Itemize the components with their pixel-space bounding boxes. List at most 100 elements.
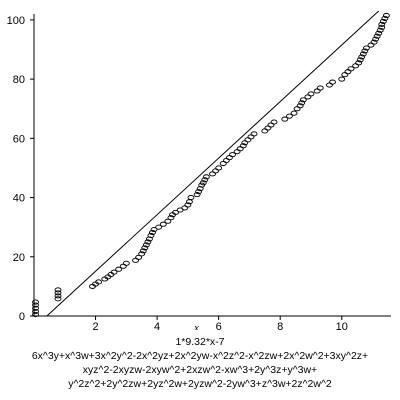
data-point — [264, 125, 272, 131]
data-point — [54, 290, 62, 296]
data-point — [355, 60, 363, 66]
caption-line-1: 1*9.32*x-7 — [175, 336, 225, 348]
y-tick-label: 40 — [13, 193, 25, 205]
data-point — [32, 305, 39, 311]
y-tick-label: 20 — [13, 252, 25, 264]
data-point — [147, 232, 155, 239]
data-point — [229, 152, 236, 158]
data-point — [184, 202, 192, 208]
data-point — [344, 69, 352, 75]
caption-line-4: y^2z^2+2y^2zw+2yz^2w+2yzw^2-2yw^3+z^3w+2… — [68, 378, 332, 390]
data-point — [135, 254, 143, 260]
data-point — [293, 106, 301, 112]
data-point — [172, 209, 180, 215]
data-point — [115, 266, 123, 272]
data-point — [222, 158, 230, 164]
data-point — [381, 15, 389, 21]
data-point — [167, 215, 175, 221]
data-point — [236, 146, 244, 152]
data-point — [54, 287, 62, 293]
data-point — [239, 143, 247, 149]
data-point — [144, 239, 152, 245]
data-point — [122, 260, 130, 266]
data-point — [187, 195, 195, 201]
data-point — [290, 110, 298, 116]
point-layer — [32, 12, 390, 318]
data-point — [373, 33, 381, 39]
data-point — [95, 279, 103, 285]
data-point — [372, 36, 380, 42]
data-point — [110, 269, 118, 275]
data-point — [32, 309, 39, 315]
data-point — [382, 12, 390, 19]
x-tick-label: 8 — [277, 321, 283, 330]
reference-line — [46, 10, 380, 317]
reference-line-layer — [46, 10, 380, 317]
data-point — [233, 149, 241, 155]
data-point — [378, 21, 386, 27]
data-point — [199, 180, 207, 186]
data-point — [307, 91, 315, 97]
data-point — [352, 63, 360, 69]
data-point — [195, 189, 203, 195]
data-point — [142, 242, 150, 248]
data-point — [316, 85, 324, 91]
data-point — [362, 45, 370, 51]
x-tick-label: 4 — [154, 321, 160, 330]
data-point — [193, 192, 201, 198]
data-point — [376, 27, 384, 33]
data-point — [359, 51, 367, 57]
data-point — [296, 103, 304, 109]
x-axis-title: x — [193, 322, 199, 330]
data-point — [164, 218, 172, 224]
data-point — [379, 18, 387, 24]
data-point — [378, 24, 386, 30]
data-point — [32, 299, 39, 305]
data-point — [225, 155, 233, 161]
data-point — [244, 137, 252, 143]
data-point — [155, 224, 163, 230]
data-point — [341, 72, 349, 78]
data-point — [281, 116, 289, 122]
data-point — [356, 57, 364, 63]
x-tick-label: 6 — [216, 321, 222, 330]
data-point — [159, 221, 167, 227]
data-point — [132, 257, 140, 263]
data-point — [202, 174, 210, 180]
x-tick-label: 2 — [92, 321, 98, 330]
data-point — [261, 128, 269, 134]
data-point — [285, 113, 293, 119]
data-point — [201, 177, 209, 183]
data-point — [370, 39, 378, 45]
data-point — [325, 82, 333, 88]
data-point — [138, 251, 146, 257]
data-point — [139, 248, 147, 254]
data-point — [270, 119, 278, 125]
data-point — [304, 94, 312, 100]
caption-line-3: xyz^2-2xyzw-2xyw^2+2xzw^2-xw^3+2y^3z+y^3… — [82, 364, 318, 376]
axes — [33, 14, 391, 317]
data-point — [219, 160, 227, 167]
data-point — [141, 245, 149, 251]
y-tick-label: 60 — [13, 133, 25, 145]
data-point — [347, 66, 355, 72]
y-tick-label: 0 — [19, 311, 25, 323]
data-point — [32, 302, 39, 308]
caption-line-2: 6x^3y+x^3w+3x^2y^2-2x^2yz+2x^2yw-x^2z^2-… — [31, 350, 369, 362]
data-point — [181, 205, 189, 211]
data-point — [247, 134, 255, 140]
data-point — [298, 100, 306, 106]
data-point — [338, 76, 346, 82]
data-point — [329, 79, 336, 85]
data-point — [149, 229, 156, 236]
data-point — [358, 54, 366, 60]
data-point — [54, 296, 62, 302]
data-point — [299, 97, 307, 103]
data-point — [215, 165, 223, 171]
y-tick-label: 100 — [7, 15, 25, 27]
data-point — [375, 30, 383, 36]
data-point — [54, 293, 62, 299]
y-tick-label: 80 — [13, 74, 25, 86]
